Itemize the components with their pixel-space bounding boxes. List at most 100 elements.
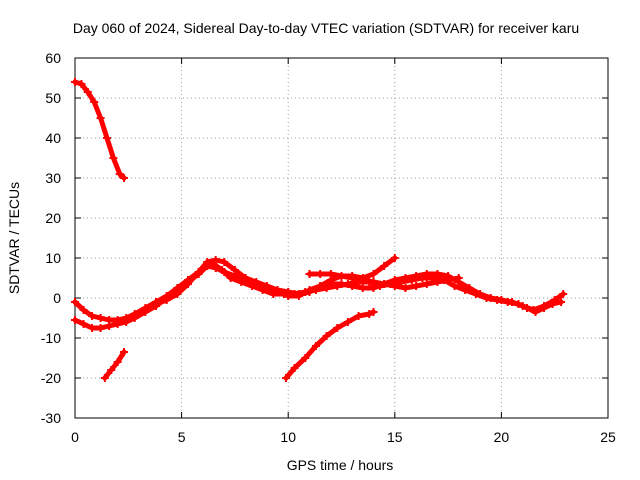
data-point: [540, 302, 549, 310]
data-point: [433, 270, 442, 278]
x-axis-label: GPS time / hours: [287, 457, 394, 473]
data-point: [380, 280, 389, 288]
data-point: [444, 276, 453, 284]
series-arc-6: [305, 270, 463, 292]
data-point: [476, 290, 485, 298]
data-point: [273, 286, 282, 294]
data-point: [122, 314, 131, 322]
y-tick-label: 20: [45, 210, 61, 226]
data-point: [333, 324, 342, 332]
data-point: [100, 374, 109, 382]
data-point: [230, 266, 239, 274]
data-point: [422, 280, 431, 288]
data-point: [369, 270, 378, 278]
data-point: [220, 258, 229, 266]
series-line: [72, 79, 127, 181]
data-point: [343, 318, 352, 326]
data-point: [241, 274, 250, 282]
data-point: [358, 284, 367, 292]
data-point: [71, 298, 79, 306]
data-point: [557, 298, 566, 306]
data-point: [220, 268, 229, 276]
data-point: [96, 114, 105, 122]
data-point: [109, 154, 118, 162]
data-point: [401, 284, 410, 292]
data-point: [88, 324, 97, 332]
data-point: [71, 78, 79, 86]
data-point: [183, 280, 192, 288]
data-point: [79, 320, 88, 328]
data-point: [322, 332, 331, 340]
data-point: [508, 298, 517, 306]
data-point: [412, 282, 421, 290]
data-point: [465, 284, 474, 292]
data-point: [79, 306, 88, 314]
data-point: [412, 272, 421, 280]
data-point: [316, 270, 325, 278]
data-point: [88, 312, 97, 320]
data-point: [284, 288, 293, 296]
data-point: [162, 296, 171, 304]
data-point: [354, 312, 363, 320]
data-point: [390, 282, 399, 290]
data-point: [369, 278, 378, 286]
data-point: [120, 174, 129, 182]
data-point: [83, 88, 92, 96]
data-point: [518, 302, 527, 310]
data-point: [529, 306, 538, 314]
data-point: [497, 296, 506, 304]
y-tick-label: 0: [53, 290, 61, 306]
series-line: [283, 309, 376, 381]
data-point: [141, 304, 150, 312]
data-point: [550, 296, 559, 304]
data-point: [211, 256, 220, 264]
data-point: [262, 282, 271, 290]
data-point: [71, 316, 79, 324]
data-point: [486, 294, 495, 302]
data-point: [115, 170, 124, 178]
y-tick-label: 40: [45, 130, 61, 146]
data-point: [433, 278, 442, 286]
data-point: [294, 290, 303, 298]
data-point: [211, 264, 220, 272]
data-point: [90, 98, 99, 106]
data-point: [358, 276, 367, 284]
data-point: [311, 342, 320, 350]
x-tick-label: 5: [178, 429, 186, 445]
data-point: [559, 290, 568, 298]
x-tick-label: 10: [280, 429, 296, 445]
data-point: [130, 310, 139, 318]
data-point: [105, 316, 114, 324]
data-point: [348, 282, 357, 290]
data-point: [305, 270, 314, 278]
y-tick-label: -20: [41, 370, 61, 386]
y-axis-label: SDTVAR / TECUs: [6, 182, 22, 294]
data-point: [96, 324, 105, 332]
plot-area-frame: [74, 57, 609, 419]
data-point: [450, 282, 459, 290]
data-point: [290, 364, 299, 372]
data-point: [390, 254, 399, 262]
y-tick-label: 50: [45, 90, 61, 106]
data-point: [282, 374, 291, 382]
data-point: [203, 258, 212, 266]
data-point: [380, 262, 389, 270]
data-point: [96, 314, 105, 322]
data-point: [316, 282, 325, 290]
y-tick-label: -30: [41, 410, 61, 426]
data-point: [365, 310, 374, 318]
x-tick-label: 25: [600, 429, 616, 445]
data-point: [120, 348, 129, 356]
y-tick-label: 30: [45, 170, 61, 186]
axis-ticks: 0 5 10 15 20 25 -30 -20 -10 0 10 20 30 40 50 60: [41, 50, 616, 445]
data-point: [173, 290, 182, 298]
data-point: [252, 278, 261, 286]
series-arc-2: [100, 348, 129, 382]
data-point: [305, 288, 314, 296]
data-point: [301, 354, 310, 362]
data-point: [454, 274, 463, 282]
data-series: [71, 78, 568, 382]
series-line: [102, 349, 127, 381]
data-point: [152, 300, 161, 308]
